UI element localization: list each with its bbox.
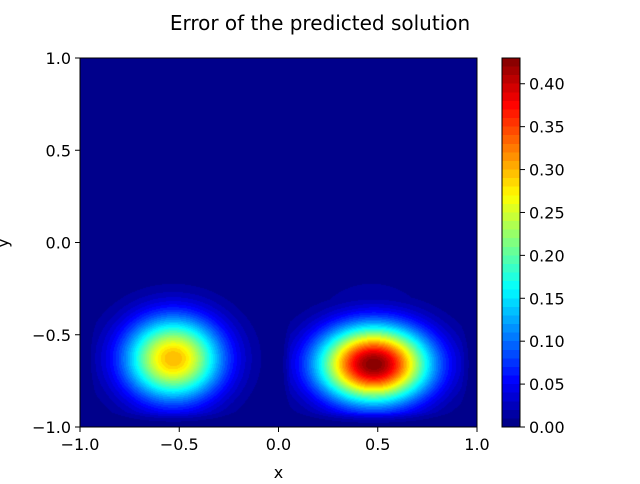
x-tick-label: 0.0 <box>266 435 291 454</box>
x-tick-label: −1.0 <box>61 435 100 454</box>
y-tick-label: 1.0 <box>46 49 71 68</box>
x-axis-label: x <box>274 463 283 480</box>
x-axis: −1.0 −0.5 0.0 0.5 1.0 <box>61 427 490 454</box>
y-axis: −1.0 −0.5 0.0 0.5 1.0 <box>32 49 80 437</box>
colorbar-tick-label: 0.15 <box>529 289 565 308</box>
y-tick-label: −0.5 <box>32 326 71 345</box>
colorbar-tick-label: 0.40 <box>529 75 565 94</box>
colorbar-tick-label: 0.30 <box>529 161 565 180</box>
chart-title: Error of the predicted solution <box>170 11 470 35</box>
colorbar-tick-label: 0.00 <box>529 418 565 437</box>
colorbar-frame <box>501 57 521 428</box>
colorbar-axis: 0.00 0.05 0.10 0.15 0.20 0.25 0.30 0.35 0.40 <box>520 75 565 437</box>
colorbar-tick-label: 0.25 <box>529 203 565 222</box>
x-tick-label: 0.5 <box>365 435 390 454</box>
colorbar-tick-label: 0.20 <box>529 246 565 265</box>
heatmap-image <box>80 58 477 427</box>
y-tick-label: 0.0 <box>46 234 71 253</box>
colorbar-tick-label: 0.05 <box>529 375 565 394</box>
x-tick-label: 1.0 <box>464 435 489 454</box>
colorbar-gradient <box>502 58 520 427</box>
y-tick-label: 0.5 <box>46 141 71 160</box>
x-tick-label: −0.5 <box>160 435 199 454</box>
y-axis-label: y <box>0 238 12 247</box>
y-tick-label: −1.0 <box>32 418 71 437</box>
colorbar-tick-label: 0.35 <box>529 118 565 137</box>
colorbar-tick-label: 0.10 <box>529 332 565 351</box>
